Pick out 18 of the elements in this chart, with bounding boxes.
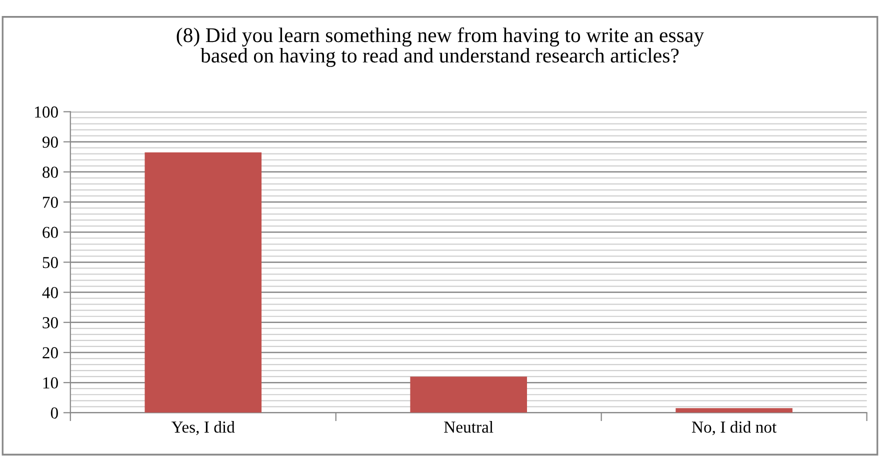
y-tick-label: 70 (43, 196, 58, 208)
x-tick-label: No, I did not (692, 421, 777, 436)
bar (144, 152, 262, 413)
y-tick-label: 40 (42, 286, 58, 298)
bar (676, 408, 792, 413)
y-tick-label: 60 (42, 226, 58, 238)
y-tick-label: 10 (43, 377, 58, 389)
y-tick-label: 100 (35, 106, 58, 118)
bar (410, 376, 528, 413)
y-tick-label: 80 (42, 166, 58, 178)
y-tick-label: 50 (42, 256, 58, 268)
y-tick-label: 20 (42, 347, 58, 358)
chart-title: (8) Did you learn something new from having to write an essay based on having to read and understand research articles? (176, 27, 704, 67)
y-tick-label: 30 (42, 317, 58, 328)
y-tick-label: 0 (50, 407, 58, 419)
y-tick-label: 90 (42, 136, 58, 148)
x-tick-label: Neutral (444, 421, 494, 433)
x-tick-label: Yes, I did (172, 421, 235, 436)
